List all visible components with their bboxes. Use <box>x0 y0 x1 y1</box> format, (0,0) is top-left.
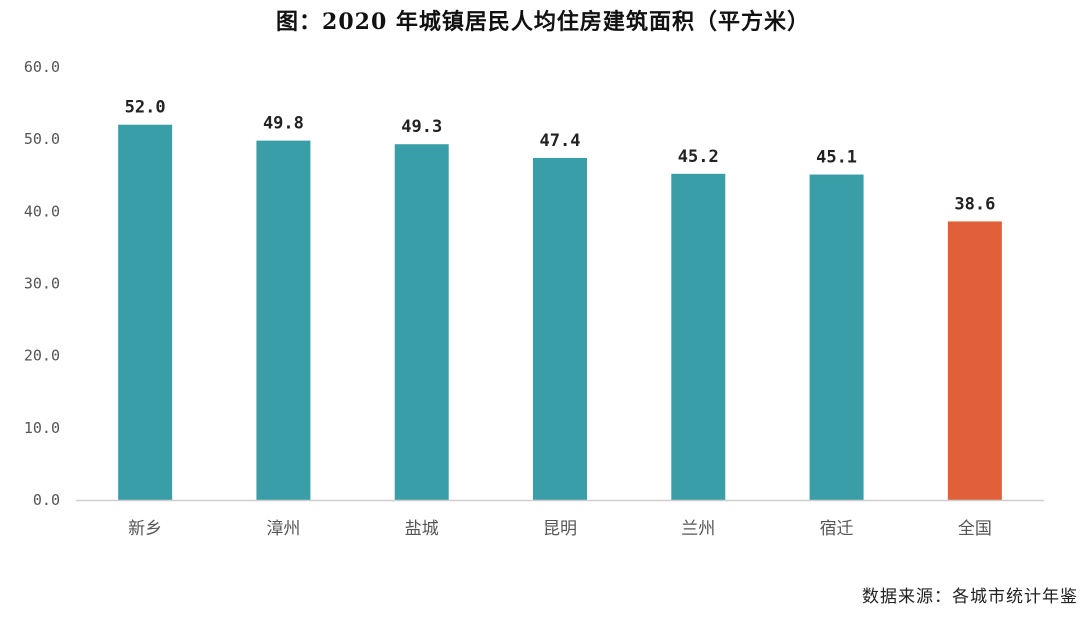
x-category-label: 兰州 <box>681 519 715 539</box>
y-tick-label: 10.0 <box>24 419 60 437</box>
x-category-label: 新乡 <box>128 519 162 539</box>
y-tick-label: 0.0 <box>33 491 60 509</box>
bar <box>671 173 726 500</box>
y-tick-label: 30.0 <box>24 275 60 293</box>
x-category-label: 全国 <box>958 519 992 539</box>
x-category-label: 盐城 <box>405 519 439 539</box>
bar-value-label: 47.4 <box>540 131 581 151</box>
data-labels: 52.0 49.8 49.3 47.4 45.2 45.1 38.6 <box>125 98 996 215</box>
x-category-label: 昆明 <box>543 519 577 539</box>
bar <box>118 124 173 500</box>
bar <box>947 221 1002 501</box>
bar <box>809 174 864 501</box>
bar-value-label: 45.1 <box>816 148 857 168</box>
bar-value-label: 38.6 <box>954 194 995 214</box>
y-tick-label: 40.0 <box>24 202 60 220</box>
y-axis-ticks: 0.0 10.0 20.0 30.0 40.0 50.0 60.0 <box>24 58 60 509</box>
data-source-note: 数据来源：各城市统计年鉴 <box>862 587 1078 607</box>
x-category-label: 漳州 <box>266 519 300 539</box>
x-category-label: 宿迁 <box>820 519 854 539</box>
x-axis-labels: 新乡 漳州 盐城 昆明 兰州 宿迁 全国 <box>128 519 992 539</box>
chart-title: 图：2020 年城镇居民人均住房建筑面积（平方米） <box>276 9 810 35</box>
bar <box>256 140 311 501</box>
y-tick-label: 20.0 <box>24 347 60 365</box>
y-tick-label: 50.0 <box>24 130 60 148</box>
bar <box>394 144 449 501</box>
bar-value-label: 49.3 <box>401 117 442 137</box>
bars <box>118 124 1002 501</box>
bar-value-label: 45.2 <box>678 147 719 167</box>
bar-value-label: 52.0 <box>125 98 166 118</box>
bar <box>533 157 587 500</box>
y-tick-label: 60.0 <box>24 58 60 76</box>
bar-value-label: 49.8 <box>263 114 304 134</box>
